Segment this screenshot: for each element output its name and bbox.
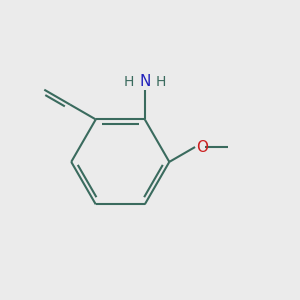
Text: H: H: [155, 75, 166, 89]
Text: N: N: [139, 74, 151, 89]
Text: O: O: [196, 140, 208, 154]
Text: H: H: [124, 75, 134, 89]
